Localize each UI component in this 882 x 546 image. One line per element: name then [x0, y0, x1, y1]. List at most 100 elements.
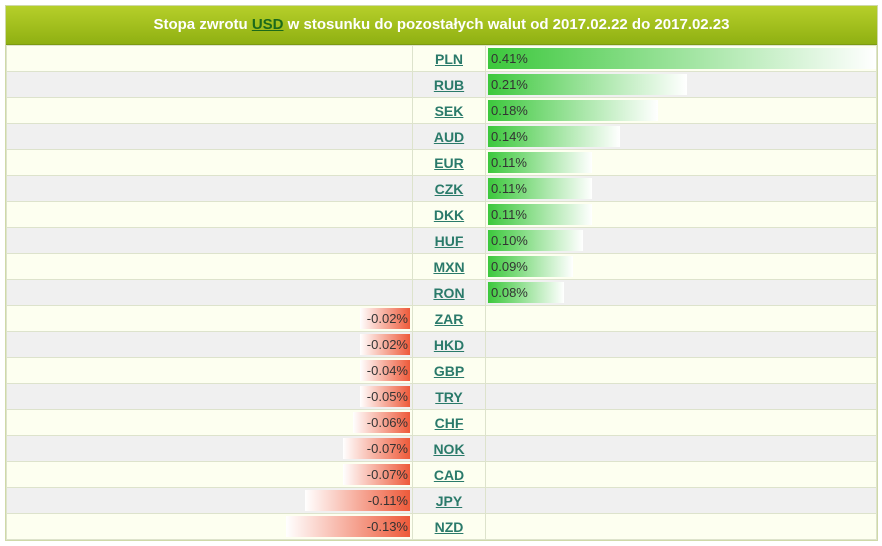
panel-header: Stopa zwrotu USD w stosunku do pozostały… — [6, 6, 877, 45]
negative-cell — [6, 253, 413, 280]
currency-cell: HUF — [412, 227, 486, 254]
positive-cell: 0.41% — [485, 45, 877, 72]
returns-panel: Stopa zwrotu USD w stosunku do pozostały… — [5, 5, 878, 541]
currency-cell: PLN — [412, 45, 486, 72]
table-row: -0.02% ZAR — [6, 305, 877, 332]
positive-cell — [485, 513, 877, 540]
negative-cell — [6, 97, 413, 124]
currency-link[interactable]: JPY — [435, 492, 463, 509]
negative-cell: -0.11% — [6, 487, 413, 514]
positive-cell: 0.09% — [485, 253, 877, 280]
positive-cell — [485, 435, 877, 462]
currency-link[interactable]: CAD — [433, 466, 465, 483]
returns-table: PLN 0.41% RUB 0.21% SEK 0.18% AUD 0.14% EUR 0.11%… — [6, 45, 877, 540]
positive-bar: 0.08% — [488, 282, 564, 303]
positive-cell — [485, 409, 877, 436]
currency-cell: TRY — [412, 383, 486, 410]
currency-link[interactable]: CHF — [434, 414, 464, 431]
currency-cell: RON — [412, 279, 486, 306]
currency-cell: EUR — [412, 149, 486, 176]
positive-bar: 0.18% — [488, 100, 658, 121]
currency-cell: NOK — [412, 435, 486, 462]
positive-cell: 0.14% — [485, 123, 877, 150]
negative-bar: -0.05% — [360, 386, 410, 407]
currency-link[interactable]: TRY — [435, 388, 463, 405]
table-row: -0.07% CAD — [6, 461, 877, 488]
currency-link[interactable]: NOK — [433, 440, 465, 457]
negative-bar: -0.06% — [353, 412, 410, 433]
currency-link[interactable]: MXN — [433, 258, 465, 275]
currency-link[interactable]: HUF — [434, 232, 464, 249]
negative-cell — [6, 279, 413, 306]
negative-cell: -0.02% — [6, 305, 413, 332]
currency-link[interactable]: AUD — [433, 128, 465, 145]
positive-bar: 0.21% — [488, 74, 687, 95]
negative-bar: -0.04% — [360, 360, 410, 381]
negative-bar: -0.13% — [286, 516, 410, 537]
negative-bar: -0.07% — [343, 464, 410, 485]
currency-cell: HKD — [412, 331, 486, 358]
currency-cell: DKK — [412, 201, 486, 228]
negative-cell: -0.04% — [6, 357, 413, 384]
currency-cell: CAD — [412, 461, 486, 488]
positive-bar: 0.11% — [488, 152, 592, 173]
currency-link[interactable]: SEK — [434, 102, 464, 119]
positive-cell — [485, 383, 877, 410]
positive-bar: 0.10% — [488, 230, 583, 251]
currency-cell: MXN — [412, 253, 486, 280]
currency-cell: CZK — [412, 175, 486, 202]
table-row: SEK 0.18% — [6, 97, 877, 124]
negative-cell — [6, 71, 413, 98]
negative-cell: -0.13% — [6, 513, 413, 540]
table-row: -0.02% HKD — [6, 331, 877, 358]
negative-cell: -0.02% — [6, 331, 413, 358]
positive-bar: 0.41% — [488, 48, 876, 69]
currency-cell: ZAR — [412, 305, 486, 332]
currency-link[interactable]: ZAR — [434, 310, 464, 327]
currency-cell: GBP — [412, 357, 486, 384]
table-row: -0.13% NZD — [6, 513, 877, 540]
currency-link[interactable]: NZD — [434, 518, 464, 535]
negative-cell — [6, 175, 413, 202]
currency-link[interactable]: EUR — [434, 154, 464, 171]
currency-link[interactable]: GBP — [433, 362, 465, 379]
currency-link[interactable]: CZK — [434, 180, 464, 197]
table-row: -0.04% GBP — [6, 357, 877, 384]
currency-link[interactable]: DKK — [433, 206, 465, 223]
table-row: EUR 0.11% — [6, 149, 877, 176]
negative-cell — [6, 149, 413, 176]
currency-link[interactable]: PLN — [435, 50, 463, 67]
currency-link[interactable]: RUB — [433, 76, 465, 93]
positive-cell: 0.11% — [485, 175, 877, 202]
positive-cell — [485, 305, 877, 332]
currency-link[interactable]: RON — [433, 284, 465, 301]
currency-cell: NZD — [412, 513, 486, 540]
table-row: CZK 0.11% — [6, 175, 877, 202]
table-row: HUF 0.10% — [6, 227, 877, 254]
base-currency-link[interactable]: USD — [251, 16, 284, 33]
negative-cell: -0.05% — [6, 383, 413, 410]
currency-cell: AUD — [412, 123, 486, 150]
negative-bar: -0.02% — [360, 308, 410, 329]
currency-link[interactable]: HKD — [433, 336, 465, 353]
positive-cell: 0.10% — [485, 227, 877, 254]
positive-bar: 0.11% — [488, 204, 592, 225]
positive-cell — [485, 487, 877, 514]
currency-cell: RUB — [412, 71, 486, 98]
positive-cell — [485, 331, 877, 358]
header-prefix: Stopa zwrotu — [153, 16, 248, 33]
negative-cell — [6, 123, 413, 150]
negative-cell — [6, 201, 413, 228]
table-row: -0.11% JPY — [6, 487, 877, 514]
positive-cell — [485, 461, 877, 488]
negative-bar: -0.11% — [305, 490, 410, 511]
positive-cell: 0.11% — [485, 201, 877, 228]
currency-cell: CHF — [412, 409, 486, 436]
positive-bar: 0.14% — [488, 126, 620, 147]
positive-cell: 0.11% — [485, 149, 877, 176]
negative-cell: -0.07% — [6, 461, 413, 488]
table-row: DKK 0.11% — [6, 201, 877, 228]
header-suffix: w stosunku do pozostałych walut od 2017.… — [287, 16, 730, 33]
negative-bar: -0.07% — [343, 438, 410, 459]
positive-bar: 0.11% — [488, 178, 592, 199]
